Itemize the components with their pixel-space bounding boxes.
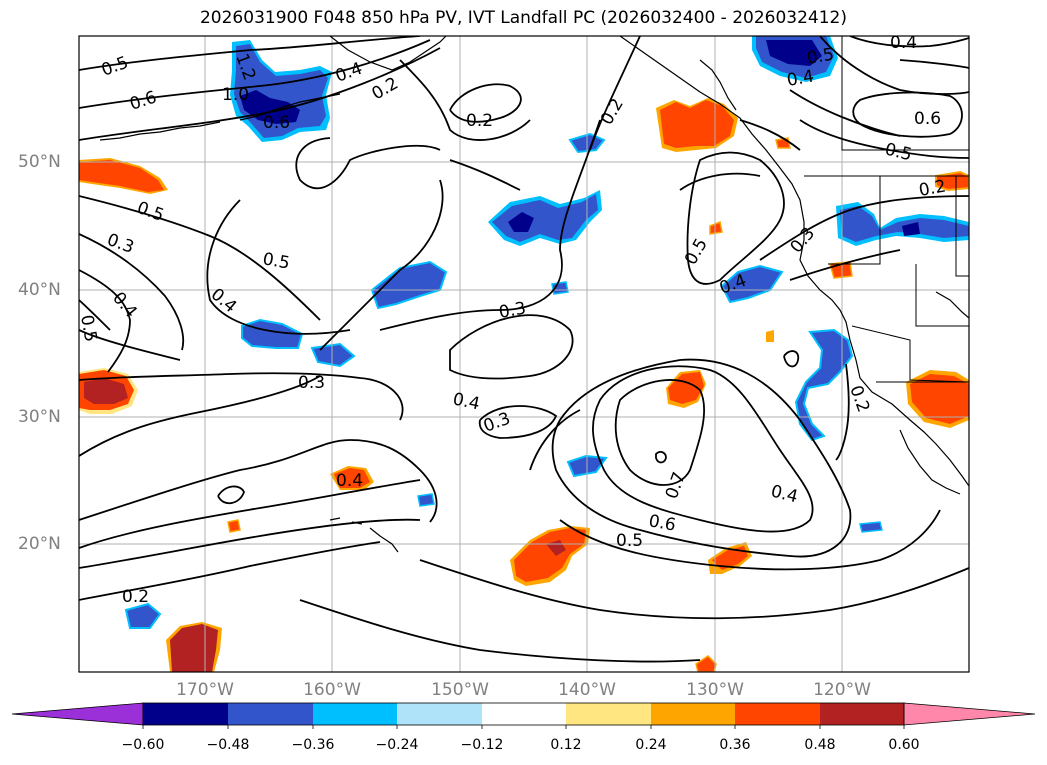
- contour-label: 0.5: [76, 313, 100, 343]
- figure-title: 2026031900 F048 850 hPa PV, IVT Landfall…: [199, 8, 847, 28]
- colorbar-bin: [313, 703, 397, 725]
- colorbar-tick-label: −0.12: [460, 737, 504, 753]
- lon-label-140w: 140°W: [558, 680, 616, 700]
- lon-label-170w: 170°W: [176, 680, 234, 700]
- contour-label: 0.4: [785, 67, 815, 91]
- lat-label-40n: 40°N: [18, 280, 61, 300]
- contour-label: 0.6: [647, 511, 677, 535]
- colorbar: [11, 702, 1036, 729]
- colorbar-tick-label: −0.48: [206, 737, 250, 753]
- lat-label-20n: 20°N: [18, 534, 61, 554]
- contour-label: 0.6: [914, 109, 941, 129]
- colorbar-tick-label: 0.60: [888, 737, 920, 753]
- contour-label: 0.4: [890, 33, 917, 53]
- contour-label: 0.2: [466, 111, 493, 131]
- coastlines: [99, 36, 969, 553]
- colorbar-bin: [735, 703, 820, 725]
- colorbar-bin: [566, 703, 651, 725]
- colorbar-bin: [228, 703, 313, 725]
- colorbar-bin: [820, 703, 904, 725]
- colorbar-extend-max: [903, 702, 1036, 726]
- contour-label: 0.5: [261, 249, 291, 273]
- colorbar-tick-label: −0.24: [375, 737, 419, 753]
- contour-label: 0.5: [616, 531, 643, 551]
- lon-label-130w: 130°W: [686, 680, 744, 700]
- colorbar-tick-label: −0.60: [121, 737, 165, 753]
- colorbar-bin: [397, 703, 482, 725]
- plot-frame: [78, 35, 970, 673]
- pv-contours: [79, 36, 969, 663]
- contour-label: 0.4: [336, 471, 363, 491]
- contour-label: 0.3: [298, 373, 325, 393]
- colorbar-tick-label: 0.12: [550, 737, 582, 753]
- lon-label-160w: 160°W: [303, 680, 361, 700]
- colorbar-tick-label: 0.24: [635, 737, 667, 753]
- lon-label-120w: 120°W: [813, 680, 871, 700]
- lat-label-30n: 30°N: [18, 407, 61, 427]
- contour-label: 0.5: [805, 45, 835, 69]
- colorbar-bin: [651, 703, 735, 725]
- lon-label-150w: 150°W: [431, 680, 489, 700]
- contour-label: 1.0: [222, 85, 249, 105]
- colorbar-bin: [482, 703, 566, 725]
- colorbar-tick-label: −0.36: [291, 737, 335, 753]
- colorbar-bin: [143, 703, 228, 725]
- colorbar-tick-label: 0.48: [804, 737, 836, 753]
- colorbar-tick-label: 0.36: [719, 737, 751, 753]
- contour-label: 0.2: [122, 587, 149, 607]
- contour-label: 0.6: [263, 113, 290, 133]
- lat-label-50n: 50°N: [18, 152, 61, 172]
- contour-label: 0.2: [917, 177, 947, 201]
- colorbar-extend-min: [11, 702, 144, 726]
- contour-label: 0.3: [497, 299, 527, 323]
